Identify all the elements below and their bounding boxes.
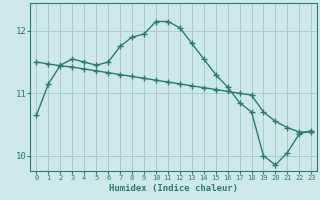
X-axis label: Humidex (Indice chaleur): Humidex (Indice chaleur)	[109, 184, 238, 193]
